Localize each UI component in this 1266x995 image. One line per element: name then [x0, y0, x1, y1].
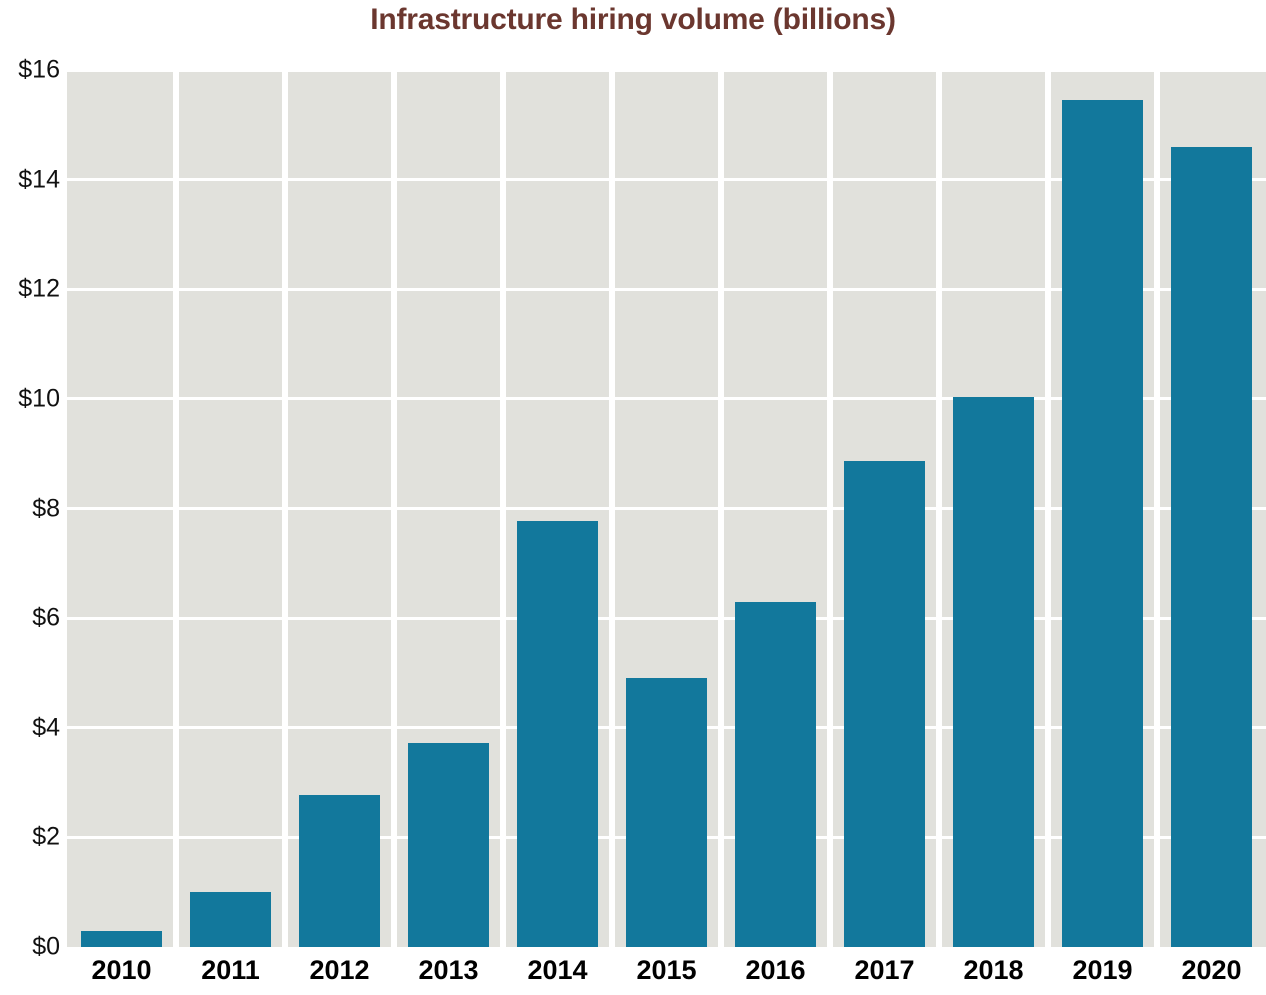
x-axis-tick-label: 2018: [963, 955, 1024, 985]
chart-title: Infrastructure hiring volume (billions): [370, 3, 896, 36]
y-axis-tick-label: $14: [18, 165, 60, 194]
y-axis-tick-label: $12: [18, 274, 60, 303]
x-axis-tick-label: 2017: [854, 955, 915, 985]
x-axis-tick-label: 2016: [745, 955, 806, 985]
y-axis-tick-label: $8: [32, 494, 60, 522]
y-axis-tick-label: $0: [32, 932, 60, 961]
gridline-horizontal: [67, 507, 1266, 510]
gridline-vertical: [936, 70, 942, 947]
bar: [299, 795, 380, 947]
y-axis-tick-label: $6: [32, 603, 60, 632]
gridline-vertical: [827, 70, 833, 947]
x-axis-tick-label: 2010: [91, 955, 152, 985]
bar: [735, 601, 816, 947]
x-axis-tick-label: 2012: [309, 955, 370, 985]
x-axis-tick-label: 2020: [1181, 955, 1242, 985]
x-axis-tick-label: 2011: [201, 955, 260, 985]
x-axis-tick-label: 2013: [418, 955, 479, 985]
x-axis-tick-label: 2015: [636, 955, 697, 985]
x-axis-tick-label: 2019: [1072, 955, 1133, 985]
gridline-horizontal: [67, 178, 1266, 182]
bar: [626, 678, 707, 947]
bar: [844, 460, 925, 947]
gridline-vertical: [500, 70, 506, 947]
gridline-horizontal: [67, 287, 1266, 291]
plot-area: [67, 70, 1266, 947]
y-axis-tick-label: $10: [18, 384, 60, 413]
y-axis-tick-label: $16: [18, 55, 60, 84]
x-axis-tick-label: 2014: [527, 955, 588, 985]
gridline-vertical: [282, 70, 288, 947]
gridline-horizontal: [67, 616, 1266, 620]
gridline-vertical: [1154, 70, 1160, 947]
gridline-vertical: [718, 70, 724, 947]
gridline-vertical: [609, 70, 615, 947]
bar: [1062, 100, 1143, 947]
y-axis-tick-label: $4: [32, 713, 60, 742]
bar: [953, 397, 1034, 947]
bar: [517, 520, 598, 947]
y-axis: $0 $2 $4 $6 $8 $10 $12 $14 $16: [0, 0, 60, 995]
bar: [190, 892, 271, 947]
bar: [1171, 146, 1252, 947]
gridline-vertical: [173, 70, 179, 947]
gridline-horizontal: [67, 70, 1266, 72]
y-axis-tick-label: $2: [32, 822, 60, 851]
bar: [81, 930, 162, 947]
gridline-horizontal: [67, 397, 1266, 401]
bar: [408, 742, 489, 947]
gridline-vertical: [1045, 70, 1051, 947]
gridline-vertical: [391, 70, 397, 947]
x-axis: 2010 2011 2012 2013 2014 2015 2016 2017 2018 2019…: [67, 955, 1266, 995]
